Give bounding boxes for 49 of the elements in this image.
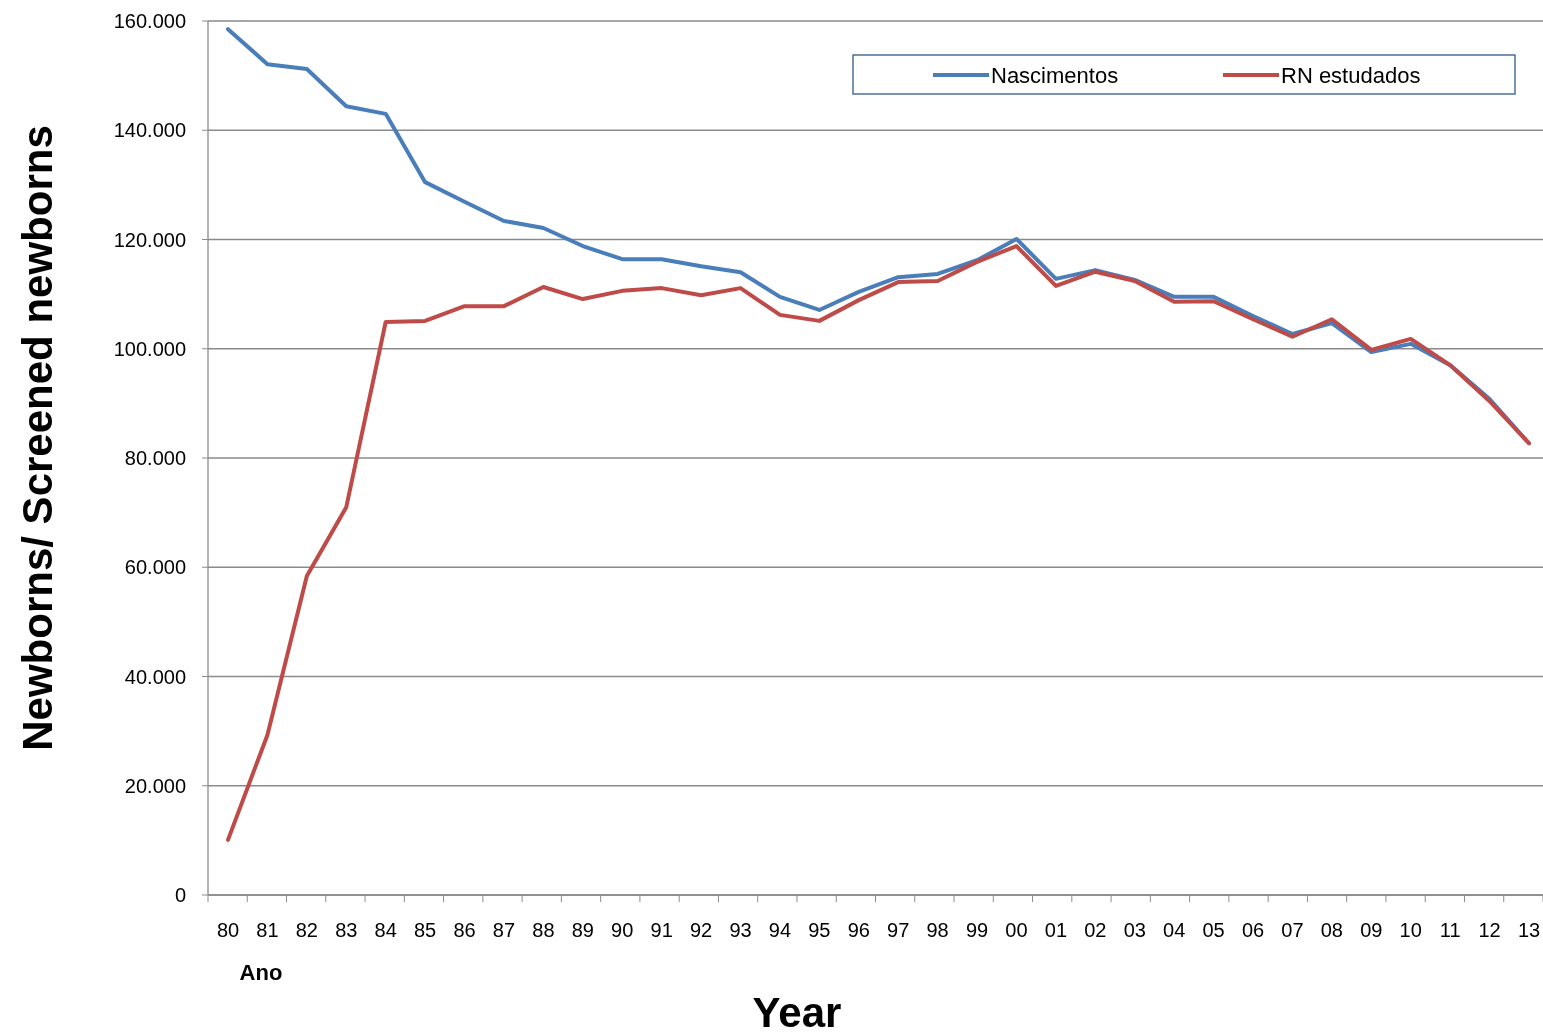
x-tick-label: 81 xyxy=(256,919,279,941)
x-tick-label: 99 xyxy=(965,919,989,941)
x-tick-label: 11 xyxy=(1439,919,1461,941)
x-tick-label: 96 xyxy=(847,919,870,941)
y-tick-label: 40.000 xyxy=(124,665,186,688)
x-tick-label: 80 xyxy=(216,919,240,941)
x-tick-label: 93 xyxy=(729,919,752,941)
x-tick-label: 84 xyxy=(374,919,397,941)
x-tick-label: 91 xyxy=(650,919,673,941)
x-tick-label: 09 xyxy=(1360,919,1383,941)
x-tick-label: 92 xyxy=(689,919,713,941)
text: Ano xyxy=(239,960,283,985)
y-tick-label: 160.000 xyxy=(113,10,186,32)
x-tick-label: 12 xyxy=(1478,919,1501,941)
y-tick-label: 100.000 xyxy=(113,337,186,360)
x-tick-label: 08 xyxy=(1320,919,1343,941)
x-tick-label: 85 xyxy=(414,919,437,941)
x-tick-label: 13 xyxy=(1517,919,1541,941)
x-tick-label: 03 xyxy=(1123,919,1146,941)
y-tick-label: 20.000 xyxy=(124,774,186,797)
x-tick-label: 86 xyxy=(453,919,476,941)
x-tick-label: 04 xyxy=(1163,919,1186,941)
y-tick-label: 140.000 xyxy=(113,119,186,142)
y-tick-label: 60.000 xyxy=(124,556,186,579)
x-tick-label: 98 xyxy=(926,919,949,941)
x-tick-label: 06 xyxy=(1241,919,1265,941)
x-tick-label: 90 xyxy=(611,919,634,941)
x-tick-label: 83 xyxy=(335,919,358,941)
x-tick-label: 97 xyxy=(887,919,910,941)
x-tick-label: 07 xyxy=(1281,919,1304,941)
x-axis-title: Year xyxy=(752,989,842,1032)
x-tick-label: 95 xyxy=(808,919,831,941)
x-tick-label: 88 xyxy=(532,919,555,941)
x-tick-label: 87 xyxy=(492,919,516,941)
x-tick-label: 10 xyxy=(1399,919,1422,941)
legend-label: Nascimentos xyxy=(991,62,1119,88)
x-tick-label: 02 xyxy=(1084,919,1107,941)
x-tick-label: 00 xyxy=(1005,919,1028,941)
y-tick-label: 80.000 xyxy=(124,447,186,469)
line-series xyxy=(226,244,1531,842)
y-axis-title: Newborns/ Screened newborns xyxy=(14,125,61,751)
x-tick-label: 94 xyxy=(768,919,792,941)
y-tick-label: 0 xyxy=(174,884,186,906)
legend-label: RN estudados xyxy=(1281,62,1421,88)
y-tick-label: 120.000 xyxy=(113,228,186,251)
x-tick-label: 05 xyxy=(1202,919,1225,941)
x-tick-label: 82 xyxy=(295,919,318,941)
x-tick-label: 01 xyxy=(1044,919,1068,941)
x-tick-label: 89 xyxy=(571,919,594,941)
